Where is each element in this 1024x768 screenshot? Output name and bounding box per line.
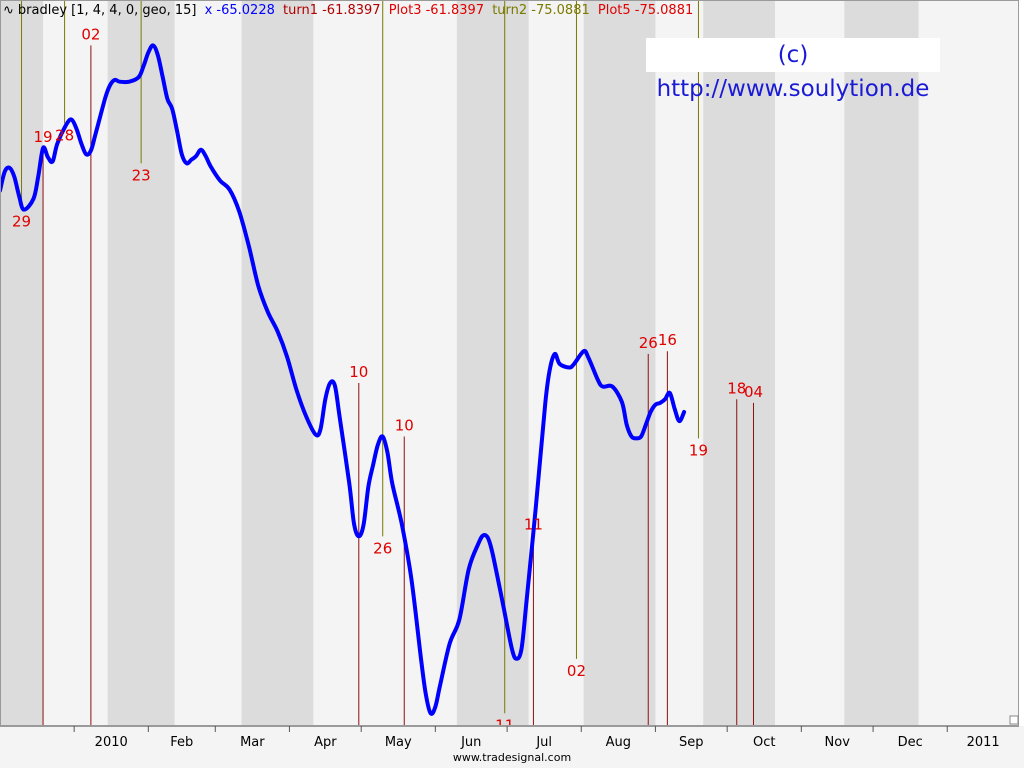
x-tick-label: Mar [240, 735, 265, 750]
x-tick-label: Oct [753, 735, 775, 750]
x-tick-label: May [385, 735, 412, 750]
shaded-bands [0, 0, 919, 726]
shaded-band [583, 0, 656, 726]
turn-label: 26 [373, 539, 392, 557]
plot-frame [0, 0, 1019, 726]
turn-label: 19 [34, 128, 53, 146]
x-tick-label: Sep [679, 735, 704, 750]
legend-turn1: turn1 -61.8397 [283, 3, 381, 18]
turn-label: 28 [55, 126, 74, 144]
turn-label: 19 [689, 441, 708, 459]
shaded-band [456, 0, 529, 726]
legend-x: x -65.0228 [204, 3, 275, 18]
turn-label: 29 [12, 213, 31, 231]
turn-label: 02 [567, 662, 586, 680]
turn-label: 18 [727, 379, 746, 397]
footer-credit: www.tradesignal.com [452, 751, 572, 764]
turn-label: 26 [639, 334, 658, 352]
turn-label: 10 [349, 363, 368, 381]
x-axis: 2010 Feb Mar Apr May Jun Jul Aug Sep Oct Nov Dec 201… [73, 726, 1000, 750]
x-tick-label: Jul [535, 735, 552, 750]
turn-label: 02 [81, 25, 100, 43]
x-tick-label: Feb [170, 735, 193, 750]
turn-label: 04 [744, 383, 763, 401]
x-axis-area [0, 726, 1024, 768]
turning-point-lines [21, 0, 754, 726]
legend-plot5: Plot5 -75.0881 [597, 3, 694, 18]
turn-label: 16 [658, 331, 677, 349]
legend-turn2: turn2 -75.0881 [492, 3, 590, 18]
legend-title: bradley [1, 4, 4, 0, geo, 15] [17, 3, 197, 18]
x-tick-label: Apr [314, 735, 337, 750]
x-tick-label: Dec [898, 735, 923, 750]
turn-label: 11 [524, 515, 543, 533]
shaded-band [241, 0, 314, 726]
legend-plot3: Plot3 -61.8397 [388, 3, 485, 18]
x-tick-label: Aug [606, 735, 631, 750]
series [0, 43, 687, 716]
x-tick-label: 2011 [967, 735, 1000, 750]
shaded-band [703, 0, 776, 726]
turn-label: 10 [395, 417, 414, 435]
turn-label: 23 [132, 166, 151, 184]
series-line-x [0, 43, 687, 716]
legend: ∿ bradley [1, 4, 4, 0, geo, 15] x -65.022… [3, 3, 697, 18]
wave-icon: ∿ [3, 3, 14, 18]
x-tick-label: Nov [825, 735, 851, 750]
shaded-band [844, 0, 919, 726]
x-tick-label: 2010 [95, 735, 128, 750]
resize-grip-icon[interactable] [1009, 715, 1019, 725]
x-tick-label: Jun [460, 735, 481, 750]
watermark: (c) http://www.soulytion.de [646, 38, 940, 102]
